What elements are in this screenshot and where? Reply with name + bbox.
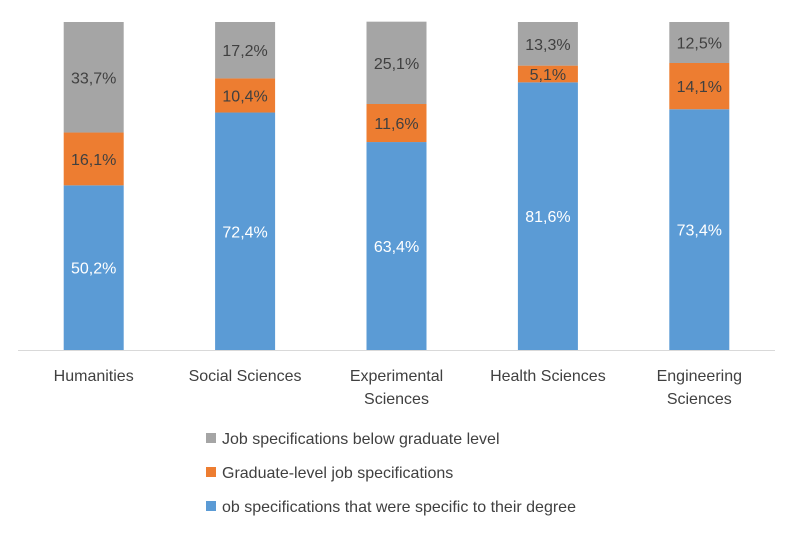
- data-label: 72,4%: [222, 224, 267, 241]
- bar-segment-social-sciences-series-2: [215, 22, 276, 79]
- legend-swatch: [206, 433, 216, 443]
- data-label: 13,3%: [525, 37, 570, 54]
- legend-label: ob specifications that were specific to …: [222, 499, 576, 516]
- x-tick-label: Social Sciences: [189, 368, 302, 385]
- data-label: 33,7%: [71, 70, 116, 87]
- bar-segment-humanities-series-2: [63, 22, 124, 133]
- data-label: 73,4%: [677, 223, 722, 240]
- data-label: 10,4%: [222, 88, 267, 105]
- bar-segment-health-sciences-series-2: [517, 22, 578, 66]
- x-tick-label: Sciences: [364, 391, 429, 408]
- data-label: 50,2%: [71, 261, 116, 278]
- bar-segment-health-sciences-series-1: [517, 65, 578, 83]
- data-label: 17,2%: [222, 43, 267, 60]
- data-label: 16,1%: [71, 152, 116, 169]
- bar-segment-social-sciences-series-1: [215, 78, 276, 113]
- bar-segment-engineering-sciences-series-1: [669, 63, 730, 110]
- bar-segment-health-sciences-series-0: [517, 82, 578, 351]
- data-label: 5,1%: [530, 67, 566, 84]
- x-tick-label: Health Sciences: [490, 368, 606, 385]
- legend-swatch: [206, 501, 216, 511]
- data-label: 11,6%: [374, 116, 418, 133]
- legend-label: Job specifications below graduate level: [222, 431, 500, 448]
- data-label: 12,5%: [677, 36, 722, 53]
- bar-segment-experimental-sciences-series-1: [366, 104, 427, 143]
- data-label: 25,1%: [374, 56, 419, 73]
- bar-segment-humanities-series-1: [63, 132, 124, 186]
- bar-segment-engineering-sciences-series-0: [669, 109, 730, 350]
- legend-swatch: [206, 467, 216, 477]
- data-label: 63,4%: [374, 239, 419, 256]
- x-tick-label: Engineering: [657, 368, 742, 385]
- data-label: 14,1%: [677, 79, 722, 96]
- x-tick-label: Sciences: [667, 391, 732, 408]
- bar-segment-humanities-series-0: [63, 185, 124, 350]
- x-tick-label: Experimental: [350, 368, 443, 385]
- x-tick-label: Humanities: [54, 368, 134, 385]
- legend-label: Graduate-level job specifications: [222, 465, 453, 482]
- bar-segment-experimental-sciences-series-0: [366, 142, 427, 350]
- bar-segment-engineering-sciences-series-2: [669, 22, 730, 63]
- bar-segment-social-sciences-series-0: [215, 112, 276, 350]
- bar-segment-experimental-sciences-series-2: [366, 21, 427, 105]
- data-label: 81,6%: [525, 209, 570, 226]
